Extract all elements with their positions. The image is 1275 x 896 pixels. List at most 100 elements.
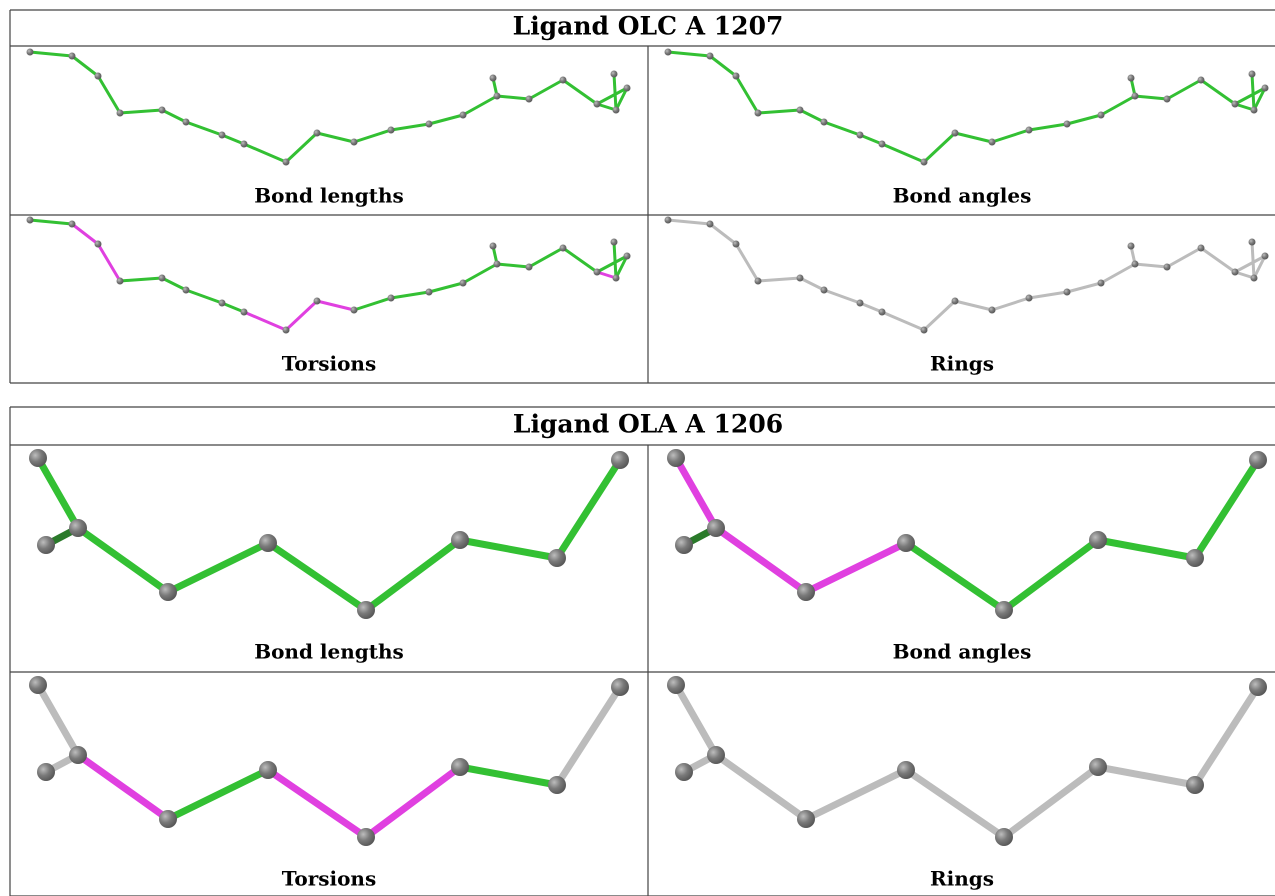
bond	[1252, 242, 1254, 278]
atom	[526, 96, 533, 103]
bond	[1067, 115, 1101, 124]
bond	[806, 770, 906, 819]
atom	[426, 289, 433, 296]
atom	[526, 264, 533, 271]
panel-caption: Bond angles	[893, 640, 1032, 664]
atom	[69, 519, 87, 537]
molecule-image	[27, 217, 631, 334]
bond	[992, 130, 1029, 142]
atom	[1186, 776, 1204, 794]
bond	[98, 244, 120, 281]
atom	[1128, 243, 1135, 250]
atom	[241, 141, 248, 148]
atom	[27, 49, 34, 56]
bond	[955, 133, 992, 142]
bond	[268, 543, 366, 610]
bond	[614, 242, 616, 278]
atom	[548, 776, 566, 794]
atom	[95, 73, 102, 80]
atom	[879, 141, 886, 148]
atom	[952, 298, 959, 305]
bond	[668, 220, 710, 224]
atom	[357, 828, 375, 846]
atom	[37, 536, 55, 554]
bond	[244, 144, 286, 162]
bond	[824, 122, 860, 135]
atom	[624, 253, 631, 260]
bond	[463, 264, 497, 283]
bond	[1029, 292, 1067, 298]
atom	[69, 221, 76, 228]
bond	[72, 224, 98, 244]
atom	[388, 127, 395, 134]
atom	[1198, 245, 1205, 252]
bond	[317, 133, 354, 142]
bond	[736, 244, 758, 281]
atom	[159, 107, 166, 114]
atom	[857, 300, 864, 307]
atom	[1164, 264, 1171, 271]
molecule-image	[29, 676, 629, 846]
bond	[1135, 264, 1167, 267]
bond	[429, 283, 463, 292]
bond	[1201, 248, 1235, 272]
atom	[1064, 121, 1071, 128]
panel-caption: Bond angles	[893, 184, 1032, 208]
atom	[611, 451, 629, 469]
atom	[117, 110, 124, 117]
atom	[241, 309, 248, 316]
atom	[667, 449, 685, 467]
bond	[460, 767, 557, 785]
molecule-image	[665, 49, 1269, 166]
bond	[882, 144, 924, 162]
bond	[222, 135, 244, 144]
atom	[560, 245, 567, 252]
atom	[1098, 280, 1105, 287]
panel-caption: Torsions	[282, 352, 376, 376]
bond	[906, 770, 1004, 837]
atom	[29, 676, 47, 694]
bond	[391, 124, 429, 130]
panel-caption: Rings	[930, 352, 994, 376]
bond	[668, 52, 710, 56]
atom	[995, 601, 1013, 619]
atom	[675, 763, 693, 781]
bond	[716, 528, 806, 592]
bond	[354, 130, 391, 142]
bond	[563, 80, 597, 104]
bond	[860, 135, 882, 144]
bond	[1135, 96, 1167, 99]
panel-caption: Bond lengths	[254, 640, 404, 664]
atom	[69, 53, 76, 60]
atom	[1249, 239, 1256, 246]
bond	[268, 770, 366, 837]
atom	[613, 107, 620, 114]
atom	[314, 130, 321, 137]
atom	[159, 810, 177, 828]
atom	[797, 107, 804, 114]
atom	[351, 139, 358, 146]
atom	[707, 519, 725, 537]
bond	[244, 312, 286, 330]
atom	[1232, 101, 1239, 108]
atom	[594, 101, 601, 108]
bond	[1101, 96, 1135, 115]
atom	[1164, 96, 1171, 103]
atom	[897, 534, 915, 552]
atom	[611, 239, 618, 246]
atom	[69, 746, 87, 764]
bond	[186, 122, 222, 135]
bond	[736, 76, 758, 113]
bond	[563, 248, 597, 272]
atom	[283, 327, 290, 334]
atom	[821, 287, 828, 294]
atom	[1249, 451, 1267, 469]
atom	[1198, 77, 1205, 84]
atom	[183, 119, 190, 126]
atom	[797, 583, 815, 601]
bond	[529, 80, 563, 99]
molecule-image	[29, 449, 629, 619]
atom	[29, 449, 47, 467]
atom	[797, 275, 804, 282]
